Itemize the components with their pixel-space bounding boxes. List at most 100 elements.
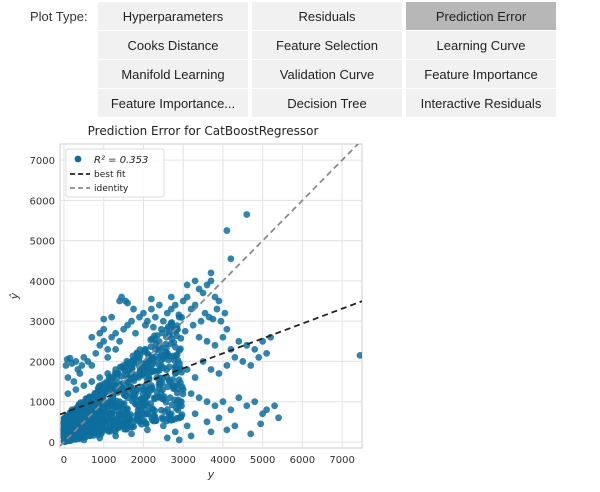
data-point — [104, 426, 112, 434]
plot-type-label: Plot Type: — [30, 9, 88, 24]
data-point — [203, 418, 211, 426]
tab-residuals[interactable]: Residuals — [252, 2, 402, 30]
data-point — [147, 366, 155, 373]
data-point — [100, 380, 108, 388]
data-point — [255, 354, 263, 361]
data-point — [189, 321, 197, 329]
tab-learning-curve[interactable]: Learning Curve — [406, 31, 556, 59]
data-point — [80, 436, 88, 444]
tab-cooks-distance[interactable]: Cooks Distance — [98, 31, 248, 59]
data-point — [191, 277, 199, 285]
data-point — [136, 418, 143, 426]
data-point — [96, 374, 104, 381]
data-point — [116, 398, 124, 406]
data-point — [207, 366, 215, 373]
data-point — [144, 359, 151, 367]
data-point — [175, 313, 183, 321]
prediction-error-chart: Prediction Error for CatBoostRegressor 0 1… — [8, 124, 363, 481]
tab-feature-selection[interactable]: Feature Selection — [252, 31, 402, 59]
data-point — [88, 378, 96, 385]
legend-box — [65, 148, 165, 198]
y-tick-label: 4000 — [30, 277, 55, 288]
data-point — [177, 335, 185, 342]
data-point — [62, 362, 70, 369]
data-point — [100, 406, 108, 414]
data-point — [169, 352, 177, 360]
data-point — [76, 370, 84, 377]
data-point — [92, 414, 100, 422]
data-point — [159, 422, 167, 430]
plot-type-tabs: Hyperparameters Residuals Prediction Err… — [98, 2, 556, 117]
data-point — [173, 325, 181, 333]
data-point — [66, 354, 74, 362]
x-tick-label: 6000 — [290, 455, 315, 466]
data-point — [147, 382, 155, 389]
data-point — [116, 337, 124, 345]
data-point — [132, 390, 139, 398]
data-point — [183, 422, 191, 430]
data-point — [215, 414, 223, 422]
data-point — [61, 416, 69, 423]
data-point — [107, 409, 115, 417]
data-point — [155, 378, 163, 385]
tab-hyperparameters[interactable]: Hyperparameters — [98, 2, 248, 30]
data-point — [140, 386, 147, 394]
data-point — [80, 382, 88, 389]
legend-r2-label: R² = 0.353 — [94, 155, 148, 166]
data-point — [231, 354, 239, 361]
data-point — [251, 398, 259, 406]
data-point — [104, 345, 112, 353]
tab-feature-importance[interactable]: Feature Importance — [406, 60, 556, 88]
data-point — [165, 329, 173, 337]
data-point — [88, 430, 96, 438]
data-point — [136, 354, 143, 361]
data-point — [60, 424, 68, 431]
tab-feature-importance-all[interactable]: Feature Importance... — [98, 89, 248, 117]
data-point — [116, 297, 124, 305]
tab-interactive-residuals[interactable]: Interactive Residuals — [406, 89, 556, 117]
data-point — [147, 336, 155, 344]
data-point — [243, 402, 251, 410]
data-point — [169, 376, 177, 384]
data-point — [179, 386, 187, 394]
tab-manifold-learning[interactable]: Manifold Learning — [98, 60, 248, 88]
data-point — [168, 335, 176, 342]
data-point — [217, 317, 225, 325]
data-point — [167, 319, 175, 327]
data-point — [195, 333, 203, 341]
data-point — [171, 343, 179, 351]
data-point — [73, 412, 81, 419]
y-tick-label: 5000 — [30, 237, 55, 248]
data-point — [99, 419, 107, 426]
data-point — [356, 351, 362, 359]
data-point — [163, 374, 171, 381]
y-axis-label: ŷ — [8, 292, 21, 300]
data-point — [112, 366, 120, 373]
tab-validation-curve[interactable]: Validation Curve — [252, 60, 402, 88]
data-point — [171, 428, 179, 436]
data-point — [235, 337, 243, 345]
tab-decision-tree[interactable]: Decision Tree — [252, 89, 402, 117]
data-point — [72, 434, 80, 442]
data-point — [247, 430, 255, 438]
data-point — [171, 301, 179, 309]
data-point — [128, 430, 135, 438]
data-point — [223, 362, 231, 369]
data-point — [84, 422, 92, 430]
data-point — [92, 349, 100, 357]
tab-prediction-error[interactable]: Prediction Error — [406, 2, 556, 30]
data-point — [275, 414, 282, 422]
data-point — [113, 414, 121, 422]
data-point — [144, 410, 152, 418]
data-point — [88, 362, 96, 369]
data-point — [149, 406, 156, 414]
data-point — [153, 393, 161, 401]
x-tick-label: 1000 — [91, 455, 116, 466]
data-point — [104, 370, 112, 377]
data-point — [167, 410, 175, 418]
data-point — [122, 372, 130, 380]
data-point — [96, 434, 104, 442]
data-point — [132, 374, 139, 381]
data-point — [88, 333, 96, 341]
data-point — [203, 337, 211, 345]
